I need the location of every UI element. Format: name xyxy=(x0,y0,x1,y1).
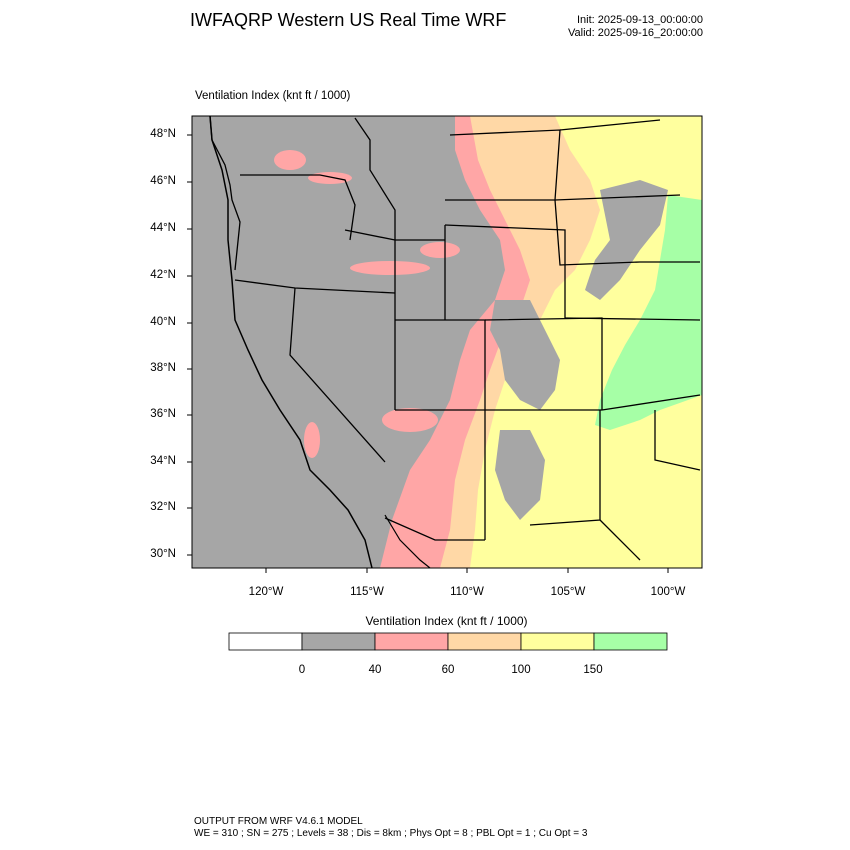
lat-label: 38°N xyxy=(150,362,176,374)
footer-line: OUTPUT FROM WRF V4.6.1 MODEL xyxy=(194,816,363,827)
colorbar-label: 150 xyxy=(583,664,603,676)
lat-label: 30°N xyxy=(150,548,176,560)
colorbar-bins xyxy=(228,632,668,651)
colorbar-bin xyxy=(374,632,449,651)
map-frame xyxy=(191,115,703,569)
footer-line: WE = 310 ; SN = 275 ; Levels = 38 ; Dis … xyxy=(194,828,588,839)
field-gray-newmexico xyxy=(495,430,545,520)
colorbar-bin xyxy=(520,632,595,651)
field-pink-streak xyxy=(420,242,460,258)
lon-label: 105°W xyxy=(550,586,586,598)
map-title: IWFAQRP Western US Real Time WRF xyxy=(190,10,507,30)
colorbar-bin xyxy=(447,632,522,651)
field-gray-colorado xyxy=(490,300,560,410)
colorbar-label: 100 xyxy=(511,664,531,676)
state-borders xyxy=(209,116,701,561)
model-footer: OUTPUT FROM WRF V4.6.1 MODEL WE = 310 ; … xyxy=(194,816,587,840)
lat-label: 42°N xyxy=(150,269,176,281)
field-pink-streak xyxy=(274,150,306,170)
colorbar-label: 0 xyxy=(298,664,306,676)
lon-label: 115°W xyxy=(350,586,384,598)
colorbar-bin xyxy=(228,632,303,651)
field-pink-streak xyxy=(350,261,430,275)
colorbar-label: 40 xyxy=(368,664,382,676)
lon-label: 110°W xyxy=(450,586,484,598)
lat-label: 40°N xyxy=(150,316,176,328)
colorbar xyxy=(228,632,668,651)
field-green-region xyxy=(595,195,702,430)
colorbar-bin xyxy=(593,632,668,651)
lat-label: 32°N xyxy=(150,501,176,513)
lon-label: 100°W xyxy=(650,586,686,598)
lat-label: 34°N xyxy=(150,455,176,467)
lat-label: 48°N xyxy=(150,128,176,140)
lat-label: 44°N xyxy=(150,222,176,234)
coastline xyxy=(209,116,373,568)
field-gray-plains xyxy=(585,180,668,300)
baja-coast xyxy=(384,514,431,568)
field-pink-streak xyxy=(304,422,320,458)
run-times: Init: 2025-09-13_00:00:00 Valid: 2025-09… xyxy=(568,14,703,40)
colorbar-title: Ventilation Index (knt ft / 1000) xyxy=(365,614,528,628)
lat-label: 46°N xyxy=(150,175,176,187)
field-label: Ventilation Index (knt ft / 1000) xyxy=(195,90,351,102)
lat-label: 36°N xyxy=(150,408,176,420)
valid-time: Valid: 2025-09-16_20:00:00 xyxy=(568,27,703,39)
init-time: Init: 2025-09-13_00:00:00 xyxy=(577,14,703,26)
colorbar-bin xyxy=(301,632,376,651)
ventilation-field xyxy=(192,116,702,568)
axis-ticks xyxy=(187,134,669,573)
lon-label: 120°W xyxy=(248,586,284,598)
field-pink-streak xyxy=(382,408,438,432)
colorbar-label: 60 xyxy=(441,664,455,676)
